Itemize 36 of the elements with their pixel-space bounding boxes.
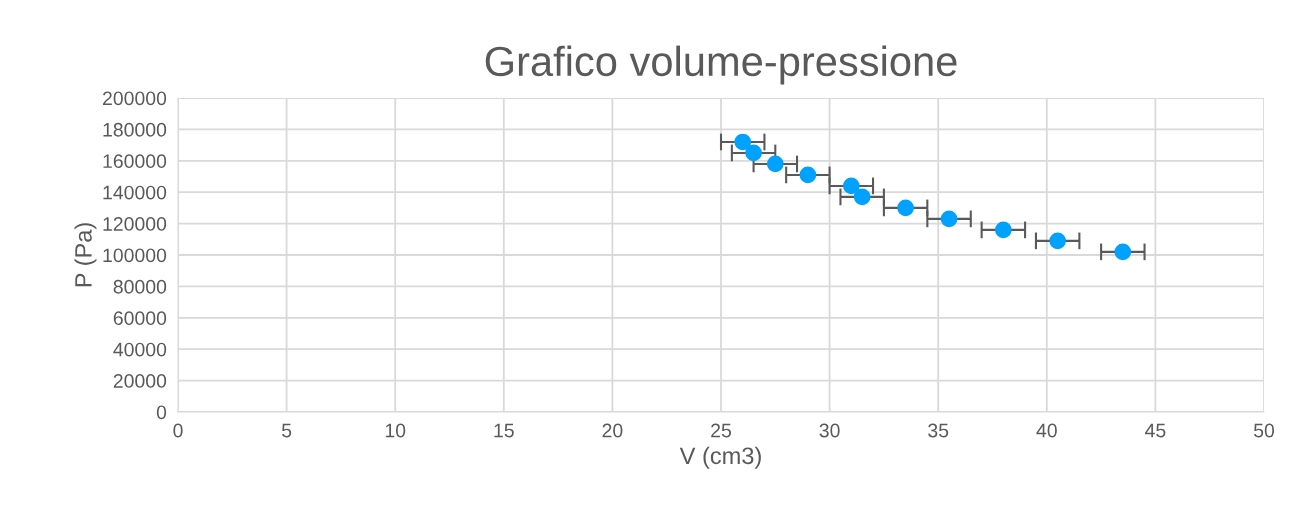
y-tick-label: 100000 xyxy=(103,248,167,263)
y-axis-title: P (Pa) xyxy=(74,223,97,287)
point xyxy=(745,144,762,162)
x-tick-label: 0 xyxy=(173,423,183,438)
x-tick-label: 45 xyxy=(1145,423,1166,438)
x-tick-label: 15 xyxy=(494,423,514,438)
y-tick-label: 140000 xyxy=(103,185,167,200)
point xyxy=(940,210,958,228)
y-tick-label: 180000 xyxy=(103,122,167,137)
x-tick-label: 50 xyxy=(1253,423,1275,438)
point xyxy=(995,221,1012,239)
x-tick-label: 35 xyxy=(928,423,949,438)
point xyxy=(766,155,784,173)
point xyxy=(897,199,914,217)
y-tick-label: 160000 xyxy=(103,154,167,169)
point xyxy=(799,166,817,184)
chart-title: Grafico volume-pressione xyxy=(485,45,957,85)
x-tick-label: 30 xyxy=(819,423,840,438)
x-tick-label: 40 xyxy=(1036,423,1057,438)
y-tick-label: 0 xyxy=(156,405,167,420)
y-tick-label: 20000 xyxy=(113,374,167,388)
y-tick-label: 60000 xyxy=(113,311,167,326)
x-tick-label: 25 xyxy=(711,423,731,438)
x-tick-label: 20 xyxy=(602,423,623,438)
point xyxy=(1114,243,1132,261)
point xyxy=(734,133,752,151)
x-tick-label: 10 xyxy=(385,423,406,438)
y-tick-label: 40000 xyxy=(113,342,167,357)
point xyxy=(1049,232,1066,250)
x-axis-title: V (cm3) xyxy=(679,446,761,469)
y-tick-label: 80000 xyxy=(113,279,167,294)
y-tick-label: 200000 xyxy=(102,91,167,106)
point xyxy=(853,188,871,206)
point xyxy=(842,177,860,195)
y-tick-label: 120000 xyxy=(103,217,167,231)
x-tick-label: 5 xyxy=(281,423,292,438)
